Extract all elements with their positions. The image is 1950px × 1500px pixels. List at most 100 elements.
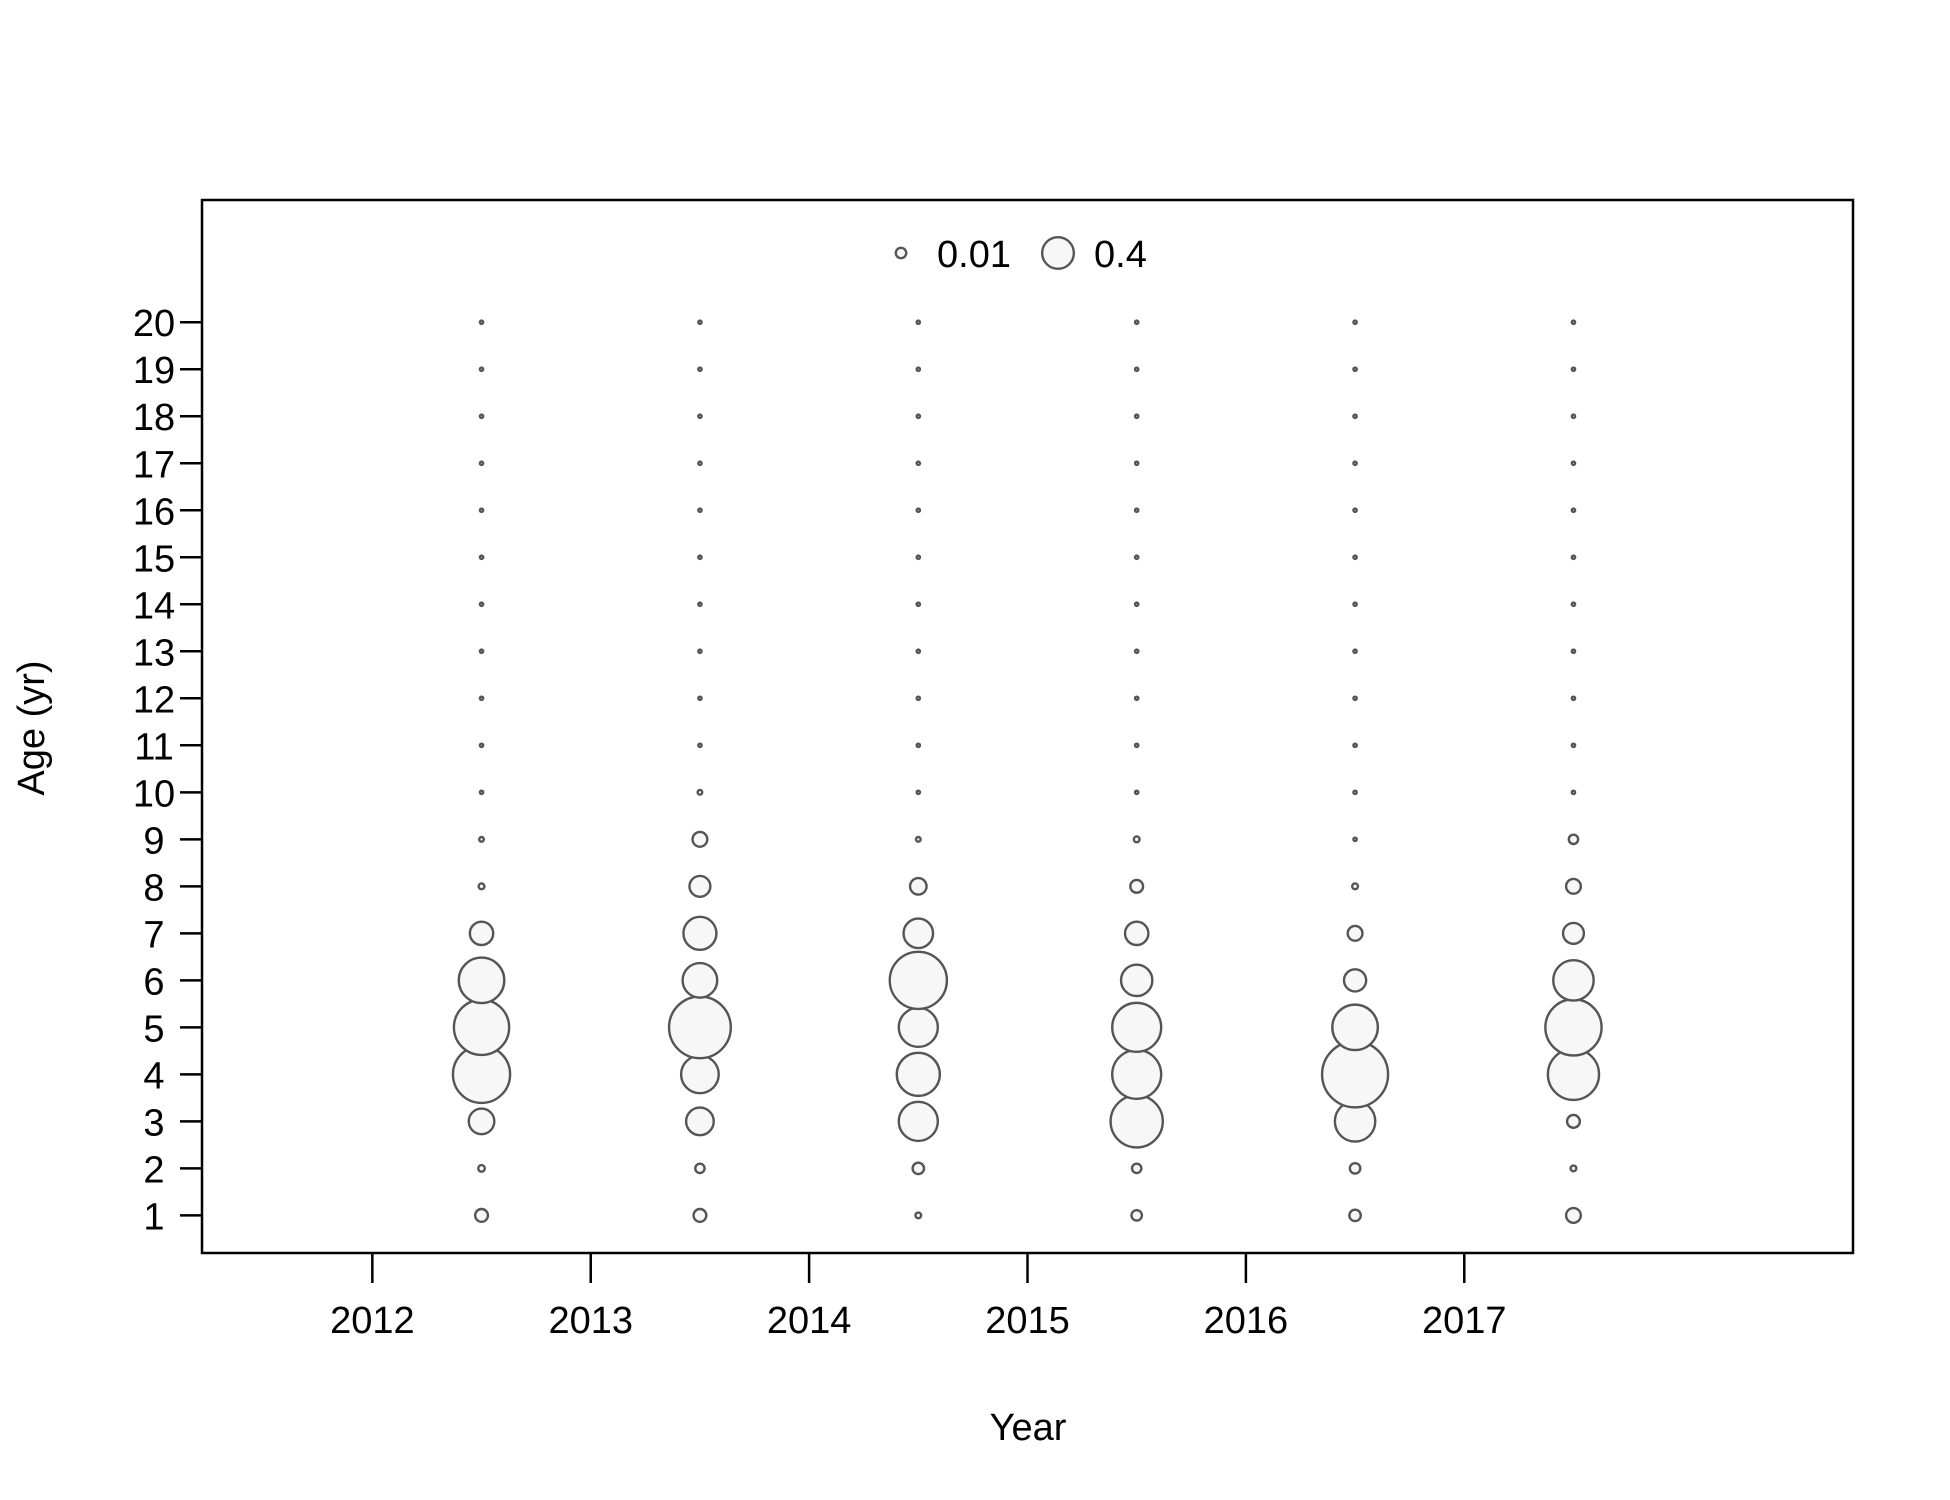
y-tick-label: 15: [133, 538, 175, 580]
bubble-point: [915, 460, 922, 467]
bubble-point: [473, 1207, 490, 1223]
bubble-point: [908, 876, 928, 896]
y-tick-label: 4: [143, 1055, 164, 1097]
x-tick-label: 2016: [1204, 1300, 1289, 1342]
y-axis-label: Age (yr): [11, 660, 53, 795]
y-tick-label: 12: [133, 679, 175, 721]
bubble-point: [457, 956, 506, 1005]
bubble-point: [478, 460, 485, 467]
bubble-point: [1133, 554, 1140, 561]
bubble-point: [914, 835, 922, 843]
legend-label-small: 0.01: [937, 234, 1011, 276]
bubble-point: [452, 998, 511, 1057]
bubble-point: [1567, 833, 1580, 846]
x-tick-label: 2017: [1422, 1300, 1507, 1342]
bubble-point: [1570, 648, 1577, 655]
bubble-point: [1133, 366, 1140, 373]
bubble-point: [1569, 1164, 1578, 1173]
bubble-point: [1133, 507, 1140, 514]
bubble-point: [697, 319, 703, 326]
bubble-point: [895, 1051, 942, 1098]
y-tick-label: 3: [143, 1102, 164, 1144]
bubble-point: [1352, 413, 1358, 420]
y-tick-label: 9: [143, 820, 164, 862]
bubble-point: [697, 695, 703, 702]
bubble-point: [1130, 1162, 1143, 1175]
bubble-point: [1552, 958, 1595, 1002]
bubble-point: [1352, 742, 1358, 749]
bubble-point: [1570, 695, 1577, 702]
y-tick-label: 7: [143, 914, 164, 956]
y-tick-label: 16: [133, 491, 175, 533]
x-tick-label: 2012: [330, 1300, 415, 1342]
bubble-point: [1133, 695, 1140, 702]
bubble-point: [1565, 1113, 1582, 1129]
y-tick-label: 5: [143, 1008, 164, 1050]
bubble-point: [915, 554, 922, 561]
bubble-point: [902, 917, 935, 950]
bubble-point: [1570, 319, 1577, 326]
bubble-point: [1570, 742, 1577, 749]
bubble-point: [1352, 554, 1358, 561]
bubble-point: [911, 1161, 926, 1176]
x-tick-label: 2014: [767, 1300, 852, 1342]
bubble-point: [1111, 1048, 1163, 1101]
bubble-point: [915, 695, 922, 702]
y-tick-label: 17: [133, 444, 175, 486]
bubble-point: [1133, 742, 1140, 749]
bubble-point: [478, 648, 485, 655]
bubble-point: [1123, 920, 1150, 947]
bubble-point: [915, 319, 922, 326]
legend-bubble-small: [894, 246, 908, 260]
bubble-point: [1352, 460, 1358, 467]
bubble-point: [915, 413, 922, 420]
bubble-point: [1132, 835, 1141, 844]
plot-frame: [200, 198, 1855, 1255]
bubble-point: [1133, 413, 1140, 420]
bubble-point: [691, 830, 709, 848]
bubble-point: [1544, 998, 1603, 1057]
bubble-point: [915, 789, 922, 796]
bubble-point: [697, 507, 703, 514]
bubble-point: [477, 882, 486, 891]
y-tick-label: 1: [143, 1196, 164, 1238]
bubble-point: [478, 601, 485, 608]
y-tick-label: 8: [143, 867, 164, 909]
legend-label-large: 0.4: [1094, 234, 1147, 276]
bubble-point: [467, 1107, 496, 1136]
bubble-point: [914, 1211, 923, 1220]
bubble-point: [688, 874, 712, 898]
bubble-point: [697, 460, 703, 467]
y-tick-label: 18: [133, 397, 175, 439]
bubble-point: [478, 366, 485, 373]
bubble-point: [477, 1163, 487, 1173]
bubble-point: [692, 1207, 708, 1223]
bubble-point: [1352, 507, 1358, 514]
x-tick-label: 2015: [985, 1300, 1070, 1342]
bubble-point: [1119, 963, 1154, 998]
bubble-point: [1570, 366, 1577, 373]
bubble-point: [1331, 1003, 1380, 1052]
bubble-point: [1564, 877, 1583, 895]
bubble-point: [667, 995, 732, 1060]
bubble-point: [478, 835, 486, 843]
y-tick-label: 6: [143, 961, 164, 1003]
bubble-point: [478, 695, 485, 702]
x-axis: 2012 2013 2014 2015 2016 2017: [330, 1253, 1507, 1342]
bubble-point: [915, 742, 922, 749]
bubble-point: [915, 648, 922, 655]
legend: 0.01 0.4: [894, 234, 1147, 276]
bubble-point: [1570, 554, 1577, 561]
bubble-point: [478, 507, 485, 514]
bubble-point: [1130, 1208, 1144, 1222]
bubble-point: [1351, 882, 1360, 891]
bubble-point: [1133, 601, 1140, 608]
y-tick-label: 11: [134, 726, 173, 768]
bubble-point: [478, 789, 485, 796]
y-tick-label: 19: [133, 350, 175, 392]
bubble-point: [1111, 1001, 1163, 1054]
bubble-point: [696, 788, 704, 796]
bubbles: [451, 319, 1603, 1224]
